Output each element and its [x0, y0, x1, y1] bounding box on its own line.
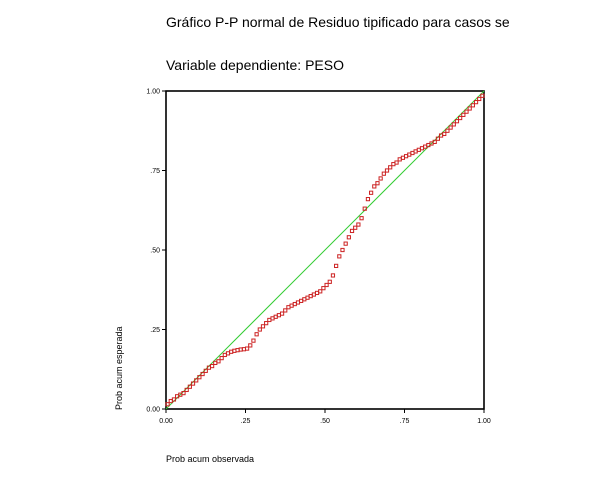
- data-point: [171, 397, 177, 402]
- y-axis-label: Prob acum esperada: [114, 326, 124, 410]
- data-point: [283, 308, 288, 313]
- data-point: [187, 384, 192, 389]
- data-point: [353, 225, 358, 230]
- data-point: [194, 378, 199, 383]
- y-axis-ticks: 0.00 .25 .50 .75 1.00: [146, 89, 166, 414]
- data-point: [365, 197, 371, 202]
- data-point: [203, 368, 208, 373]
- reference-line: [165, 90, 485, 410]
- data-point: [324, 282, 329, 288]
- data-point: [362, 206, 367, 211]
- data-point: [321, 286, 326, 291]
- data-points: [165, 93, 485, 407]
- data-point: [244, 346, 250, 351]
- x-tick-label: .25: [241, 418, 251, 425]
- data-point: [369, 190, 374, 195]
- data-point: [337, 254, 342, 259]
- data-point: [181, 391, 186, 396]
- data-point: [464, 109, 469, 114]
- data-point: [330, 273, 336, 278]
- data-point: [200, 371, 205, 377]
- data-point: [327, 279, 332, 284]
- y-tick-label: .25: [150, 327, 160, 334]
- data-point: [210, 363, 215, 369]
- data-point: [359, 216, 364, 221]
- data-point: [372, 184, 377, 189]
- x-axis-ticks: 0.00 .25 .50 .75 1.00: [159, 409, 491, 425]
- data-point: [251, 338, 256, 343]
- data-point: [349, 228, 355, 234]
- data-point: [381, 171, 386, 176]
- data-point: [435, 136, 440, 141]
- x-tick-label: 1.00: [477, 418, 491, 425]
- data-point: [378, 176, 383, 181]
- data-point: [279, 311, 285, 316]
- data-point: [394, 160, 399, 165]
- chart-subtitle: Variable dependiente: PESO: [166, 57, 344, 73]
- data-point: [473, 100, 479, 105]
- y-tick-label: .50: [150, 248, 160, 255]
- data-point: [432, 139, 437, 144]
- data-point: [216, 359, 221, 364]
- data-point: [445, 128, 450, 133]
- data-point: [257, 327, 262, 332]
- data-point: [442, 131, 447, 137]
- data-point: [470, 103, 475, 108]
- data-point: [458, 115, 463, 121]
- data-point: [197, 375, 202, 380]
- data-point: [388, 165, 393, 170]
- data-point: [343, 241, 348, 246]
- y-tick-label: 0.00: [146, 407, 160, 414]
- data-point: [334, 263, 339, 268]
- data-point: [451, 122, 456, 127]
- x-tick-label: 0.00: [159, 418, 173, 425]
- data-point: [318, 289, 323, 294]
- data-point: [264, 321, 269, 326]
- data-point: [190, 381, 196, 386]
- x-axis-label: Prob acum observada: [166, 454, 255, 464]
- data-point: [480, 93, 485, 98]
- y-tick-label: .75: [150, 168, 160, 175]
- data-point: [248, 343, 253, 348]
- data-point: [165, 402, 170, 407]
- data-point: [477, 96, 482, 102]
- x-tick-label: .50: [320, 418, 330, 425]
- data-point: [254, 332, 259, 337]
- data-point: [356, 222, 361, 227]
- data-point: [467, 106, 472, 111]
- data-point: [454, 119, 460, 124]
- data-point: [346, 235, 351, 240]
- data-point: [375, 181, 380, 186]
- y-tick-label: 1.00: [146, 89, 160, 96]
- x-tick-label: .75: [400, 418, 410, 425]
- data-point: [384, 168, 390, 173]
- data-point: [448, 125, 453, 130]
- data-point: [260, 324, 266, 329]
- data-point: [184, 387, 189, 393]
- chart-title: Gráfico P-P normal de Residuo tipificado…: [166, 14, 510, 30]
- data-point: [461, 112, 466, 117]
- data-point: [219, 356, 224, 361]
- data-point: [340, 247, 345, 253]
